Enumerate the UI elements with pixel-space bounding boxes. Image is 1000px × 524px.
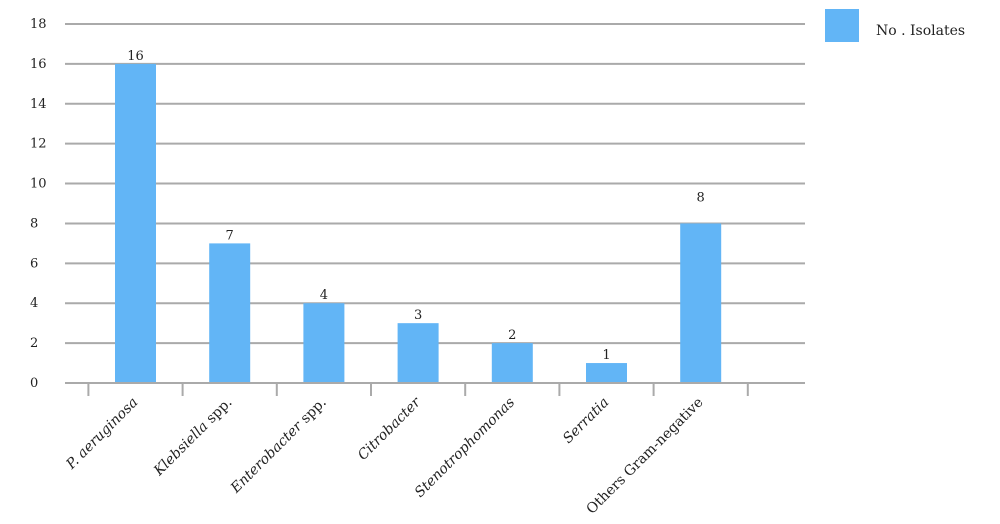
legend: No . Isolates xyxy=(825,9,965,42)
x-tick-label: Citrobacter xyxy=(355,394,425,464)
y-tick-label: 18 xyxy=(30,17,47,32)
x-axis: P. aeruginosa Klebsiella spp.Enterobacter… xyxy=(63,382,805,517)
x-tick-label: Stenotrophomonas xyxy=(412,395,518,501)
y-tick-label: 10 xyxy=(30,177,47,192)
bar xyxy=(680,223,722,383)
y-axis: 0 2 4 6 8 10 12 14 16 18 xyxy=(30,17,47,391)
bar xyxy=(491,343,533,383)
x-tick-label: Enterobacter spp. xyxy=(227,395,330,498)
data-label: 4 xyxy=(320,288,328,303)
bar xyxy=(586,363,627,383)
data-label: 7 xyxy=(226,228,234,243)
bar xyxy=(397,323,439,383)
x-tick-label: Serratia xyxy=(560,395,612,447)
bar xyxy=(115,63,156,384)
bars xyxy=(115,63,722,384)
gridlines xyxy=(65,23,805,345)
data-label: 16 xyxy=(127,49,144,64)
data-label: 2 xyxy=(508,328,516,343)
data-label: 1 xyxy=(602,348,610,363)
y-tick-label: 12 xyxy=(30,137,47,152)
x-tick-label: P. aeruginosa xyxy=(63,395,142,474)
legend-swatch xyxy=(825,9,859,42)
y-tick-label: 4 xyxy=(30,296,38,311)
bar xyxy=(209,243,251,383)
y-tick-label: 16 xyxy=(30,57,47,72)
y-tick-label: 0 xyxy=(30,376,38,391)
y-tick-label: 14 xyxy=(30,97,47,112)
legend-label: No . Isolates xyxy=(876,23,965,39)
y-tick-label: 2 xyxy=(30,336,38,351)
y-tick-label: 6 xyxy=(30,256,38,271)
data-label: 3 xyxy=(414,308,422,323)
x-tick-label: Klebsiella spp. xyxy=(150,395,235,480)
data-label: 8 xyxy=(697,190,705,205)
data-labels: 16 7 4 3 2 1 8 xyxy=(127,49,705,363)
y-tick-label: 8 xyxy=(30,216,38,231)
bar xyxy=(303,303,345,383)
